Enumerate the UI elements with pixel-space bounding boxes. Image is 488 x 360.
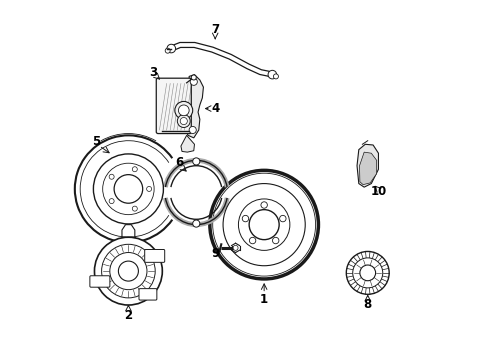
FancyBboxPatch shape xyxy=(144,249,164,262)
Circle shape xyxy=(192,220,200,227)
Circle shape xyxy=(233,246,238,250)
Text: 10: 10 xyxy=(369,185,386,198)
Circle shape xyxy=(118,261,138,281)
Circle shape xyxy=(261,202,267,208)
Circle shape xyxy=(109,199,114,204)
Polygon shape xyxy=(184,75,203,138)
Circle shape xyxy=(109,174,114,179)
Text: 7: 7 xyxy=(211,23,219,36)
Circle shape xyxy=(110,252,147,290)
Circle shape xyxy=(132,206,137,211)
FancyBboxPatch shape xyxy=(139,289,157,300)
Circle shape xyxy=(190,78,197,85)
Circle shape xyxy=(178,105,189,116)
Polygon shape xyxy=(356,144,378,187)
Circle shape xyxy=(146,186,151,192)
Text: 4: 4 xyxy=(211,102,220,115)
Text: 6: 6 xyxy=(175,156,183,169)
Circle shape xyxy=(165,48,170,53)
Circle shape xyxy=(223,184,305,266)
Polygon shape xyxy=(359,152,376,185)
Circle shape xyxy=(238,199,289,250)
Circle shape xyxy=(166,44,175,53)
Circle shape xyxy=(175,102,192,119)
Circle shape xyxy=(279,215,285,222)
Circle shape xyxy=(191,75,196,80)
Circle shape xyxy=(192,158,200,165)
Circle shape xyxy=(94,237,162,305)
Circle shape xyxy=(359,265,375,281)
Circle shape xyxy=(352,258,382,288)
Circle shape xyxy=(248,210,279,240)
Text: 1: 1 xyxy=(260,293,267,306)
Polygon shape xyxy=(181,135,194,152)
Circle shape xyxy=(189,126,196,134)
Circle shape xyxy=(242,215,248,222)
Text: 3: 3 xyxy=(149,66,157,79)
Circle shape xyxy=(180,117,187,125)
Text: 2: 2 xyxy=(124,309,132,321)
Circle shape xyxy=(102,244,155,298)
Circle shape xyxy=(267,70,276,79)
Circle shape xyxy=(273,74,278,79)
Circle shape xyxy=(209,170,318,279)
Circle shape xyxy=(346,251,388,294)
FancyBboxPatch shape xyxy=(156,78,191,134)
Text: 8: 8 xyxy=(363,298,371,311)
Circle shape xyxy=(114,175,142,203)
Text: 5: 5 xyxy=(92,135,100,148)
Circle shape xyxy=(272,237,278,244)
Circle shape xyxy=(93,154,163,224)
Circle shape xyxy=(177,114,190,127)
Circle shape xyxy=(249,237,255,244)
Circle shape xyxy=(132,167,137,172)
Text: 9: 9 xyxy=(211,247,220,260)
FancyBboxPatch shape xyxy=(90,276,110,287)
